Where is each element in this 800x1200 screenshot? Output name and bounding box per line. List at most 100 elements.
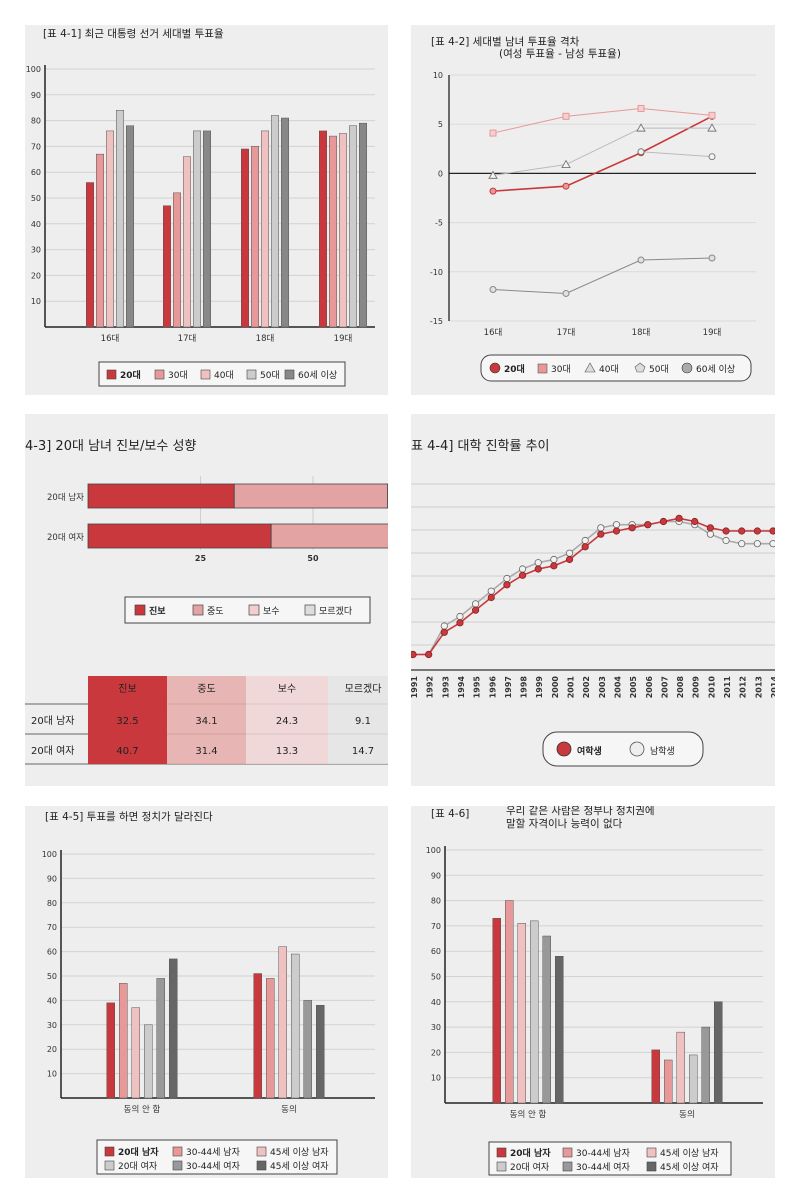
bar xyxy=(701,1026,710,1104)
legend-label: 모르겠다 xyxy=(319,606,353,617)
x-tick-label: 19대 xyxy=(703,328,722,338)
x-tick-label: 17대 xyxy=(178,334,197,344)
y-tick-label: 70 xyxy=(431,922,441,931)
bar xyxy=(119,983,128,1099)
x-tick-label: 2009 xyxy=(692,676,701,699)
legend-swatch xyxy=(192,604,204,616)
y-tick-label: 50 xyxy=(47,972,57,981)
chart-4-2: [표 4-2] 세대별 남녀 투표율 격차 (여성 투표율 - 남성 투표율) … xyxy=(430,35,756,382)
y-tick-label: 50 xyxy=(431,973,441,982)
bar xyxy=(193,130,201,328)
table-cell: 34.1 xyxy=(195,716,217,727)
x-tick-label: 2002 xyxy=(582,676,591,698)
bar xyxy=(281,117,289,328)
data-point xyxy=(489,286,497,294)
legend-label: 30-44세 남자 xyxy=(576,1148,631,1159)
legend-swatch xyxy=(284,369,295,380)
bar-segment xyxy=(233,483,388,509)
bar xyxy=(555,956,564,1104)
bar xyxy=(689,1054,698,1104)
data-point xyxy=(675,514,683,522)
data-point xyxy=(550,555,558,564)
data-point xyxy=(488,170,498,179)
x-tick-label: 1991 xyxy=(411,676,419,699)
bar xyxy=(319,130,327,328)
table-header: 모르겠다 xyxy=(345,683,382,695)
table-cell: 24.3 xyxy=(276,716,298,727)
x-tick-label: 동의 xyxy=(679,1109,695,1120)
legend-label: 40대 xyxy=(599,364,619,375)
bar xyxy=(173,192,181,328)
data-point xyxy=(562,182,570,190)
legend-swatch xyxy=(681,362,693,374)
table-cell: 14.7 xyxy=(352,746,374,757)
legend-swatch xyxy=(646,1161,657,1172)
chart-panel-4-6: [표 4-6] 우리 같은 사람은 정부나 정치권에 말할 자격이나 능력이 없… xyxy=(411,806,775,1178)
legend-swatch xyxy=(134,604,146,616)
chart-title-line2: 말할 자격이나 능력이 없다 xyxy=(506,817,623,830)
legend-label: 여학생 xyxy=(577,745,602,757)
chart-panel-4-4: 표 4-4] 대학 진학률 추이 1991 1992 1993 1994 1995 199… xyxy=(411,414,775,786)
data-point xyxy=(637,148,645,156)
legend-label: 30대 xyxy=(551,364,571,375)
data-point xyxy=(440,628,448,636)
table-cell: 40.7 xyxy=(116,746,138,757)
bar-segment xyxy=(270,523,388,549)
legend-label: 20대 남자 xyxy=(118,1146,159,1158)
data-point xyxy=(534,559,542,567)
bar xyxy=(116,110,124,328)
chart-title: [표 4-6] xyxy=(431,808,469,820)
data-point xyxy=(503,574,511,583)
x-tick-label: 18대 xyxy=(632,328,651,338)
bar xyxy=(156,978,165,1099)
chart-panel-4-2: [표 4-2] 세대별 남녀 투표율 격차 (여성 투표율 - 남성 투표율) … xyxy=(411,25,775,395)
legend-label: 중도 xyxy=(207,606,224,617)
bar xyxy=(126,125,134,328)
data-point xyxy=(565,549,574,557)
y-tick-label: 5 xyxy=(438,120,443,129)
data-point xyxy=(644,521,652,529)
y-tick-label: 90 xyxy=(431,871,441,880)
bar xyxy=(349,125,357,328)
legend-swatch xyxy=(496,1161,507,1172)
table-header: 보수 xyxy=(278,683,296,695)
data-point xyxy=(456,612,464,621)
legend-label: 30-44세 여자 xyxy=(186,1160,241,1172)
y-tick-label: 80 xyxy=(431,897,441,906)
y-tick-label: 10 xyxy=(431,1074,441,1083)
series-line xyxy=(492,127,712,176)
bar xyxy=(714,1001,723,1104)
y-tick-label: 40 xyxy=(47,996,57,1005)
table-cell: 32.5 xyxy=(116,716,138,727)
data-point xyxy=(691,517,699,526)
table-header: 진보 xyxy=(118,683,136,695)
x-tick-label: 1997 xyxy=(504,676,513,698)
table-column-bg xyxy=(246,676,328,764)
legend-label: 50대 xyxy=(649,364,669,375)
bar xyxy=(530,920,539,1104)
legend-swatch xyxy=(304,604,316,616)
bar xyxy=(251,146,259,328)
data-point xyxy=(637,104,645,112)
bar xyxy=(329,135,337,328)
data-point xyxy=(534,565,542,573)
legend-swatch xyxy=(154,369,165,380)
y-tick-label: 30 xyxy=(47,1021,57,1030)
bar xyxy=(96,153,104,328)
x-tick-label: 동의 안 함 xyxy=(124,1104,161,1115)
data-point xyxy=(659,517,668,526)
x-tick-label: 2007 xyxy=(660,676,669,698)
x-tick-label: 17대 xyxy=(557,328,576,338)
y-tick-label: 70 xyxy=(47,923,57,932)
table-column-bg xyxy=(167,676,246,764)
data-point xyxy=(722,527,730,535)
legend-label: 20대 xyxy=(504,363,525,375)
data-point xyxy=(708,111,716,119)
x-tick-label: 동의 안 함 xyxy=(510,1109,547,1120)
data-point xyxy=(518,571,527,579)
y-tick-label: 20대 여자 xyxy=(47,532,84,543)
bar-segment xyxy=(87,483,235,509)
bar xyxy=(163,205,171,328)
data-point xyxy=(612,527,621,535)
bar xyxy=(542,935,551,1104)
